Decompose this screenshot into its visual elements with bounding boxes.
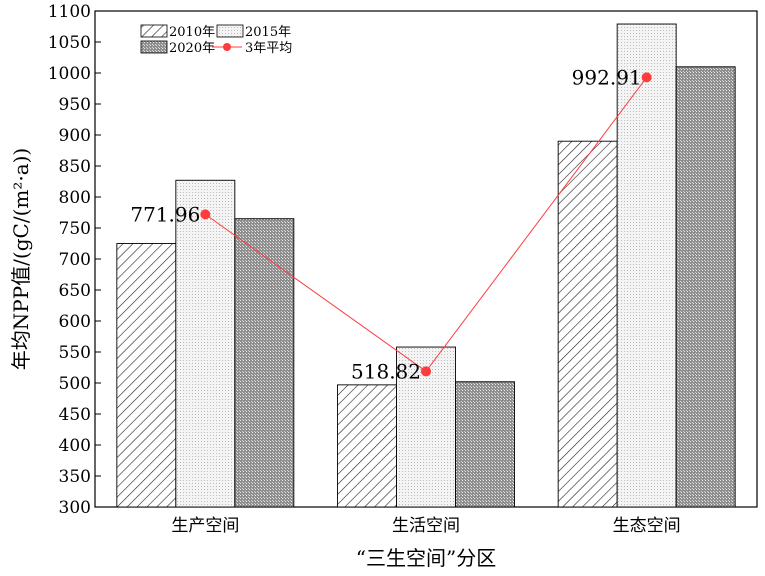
y-tick-label-700: 700: [59, 250, 91, 270]
legend-label-2020: 2020年: [169, 41, 215, 56]
legend-swatch-2015: [216, 24, 244, 38]
x-tick-label-2: 生活空间: [392, 516, 460, 536]
legend-entry-2015: 2015年: [216, 24, 291, 40]
bar-2-2010年: [337, 384, 397, 508]
y-axis: 300 350 400 450 500 550 600 650 700 750 800 850 900 9…: [48, 2, 101, 518]
average-marker-1: [200, 209, 211, 220]
y-tick-label-550: 550: [59, 343, 91, 363]
y-tick-label-800: 800: [59, 188, 91, 208]
legend-label-2015: 2015年: [245, 25, 291, 40]
y-tick-label-450: 450: [59, 405, 91, 425]
legend-label-2010: 2010年: [169, 25, 215, 40]
bars-group: [116, 23, 736, 508]
bar-2-2020年: [455, 381, 515, 508]
y-tick-label-850: 850: [59, 157, 91, 177]
bar-1-2010年: [116, 243, 177, 508]
bar-1-2020年: [234, 218, 295, 508]
average-data-label-3: 992.91: [572, 65, 642, 89]
average-line-group: 771.96 518.82 992.91: [130, 65, 652, 383]
average-marker-3: [641, 72, 652, 83]
y-tick-label-1100: 1100: [48, 2, 91, 22]
y-tick-label-500: 500: [59, 374, 91, 394]
y-tick-label-950: 950: [59, 95, 91, 115]
y-axis-title: 年均NPP值/(gC/(m²·a)): [9, 148, 33, 370]
bar-3-2015年: [616, 23, 677, 508]
legend-label-average: 3年平均: [245, 41, 292, 56]
bar-1-2015年: [175, 179, 236, 508]
average-data-label-2: 518.82: [351, 359, 421, 383]
x-axis-title: “三生空间”分区: [356, 546, 496, 570]
y-tick-label-650: 650: [59, 281, 91, 301]
x-tick-label-3: 生态空间: [613, 516, 681, 536]
y-tick-label-750: 750: [59, 219, 91, 239]
y-tick-label-600: 600: [59, 312, 91, 332]
bar-3-2010年: [557, 140, 618, 508]
legend: 2010年 2015年 2020年 3年平均: [140, 24, 292, 56]
average-data-label-1: 771.96: [130, 202, 200, 226]
x-axis: 生产空间 生活空间 生态空间: [171, 501, 681, 536]
legend-entry-average: 3年平均: [212, 41, 292, 56]
y-tick-label-1000: 1000: [48, 64, 91, 84]
legend-entry-2020: 2020年: [140, 40, 215, 56]
y-tick-label-400: 400: [59, 436, 91, 456]
y-tick-label-1050: 1050: [48, 33, 91, 53]
y-tick-label-900: 900: [59, 126, 91, 146]
y-tick-label-300: 300: [59, 498, 91, 518]
legend-marker-average: [223, 43, 231, 51]
legend-entry-2010: 2010年: [140, 24, 215, 40]
y-tick-label-350: 350: [59, 467, 91, 487]
legend-swatch-2020: [140, 40, 168, 54]
legend-swatch-2010: [140, 24, 168, 38]
bar-3-2020年: [675, 66, 736, 508]
average-marker-2: [421, 366, 431, 377]
x-tick-label-1: 生产空间: [171, 516, 239, 536]
